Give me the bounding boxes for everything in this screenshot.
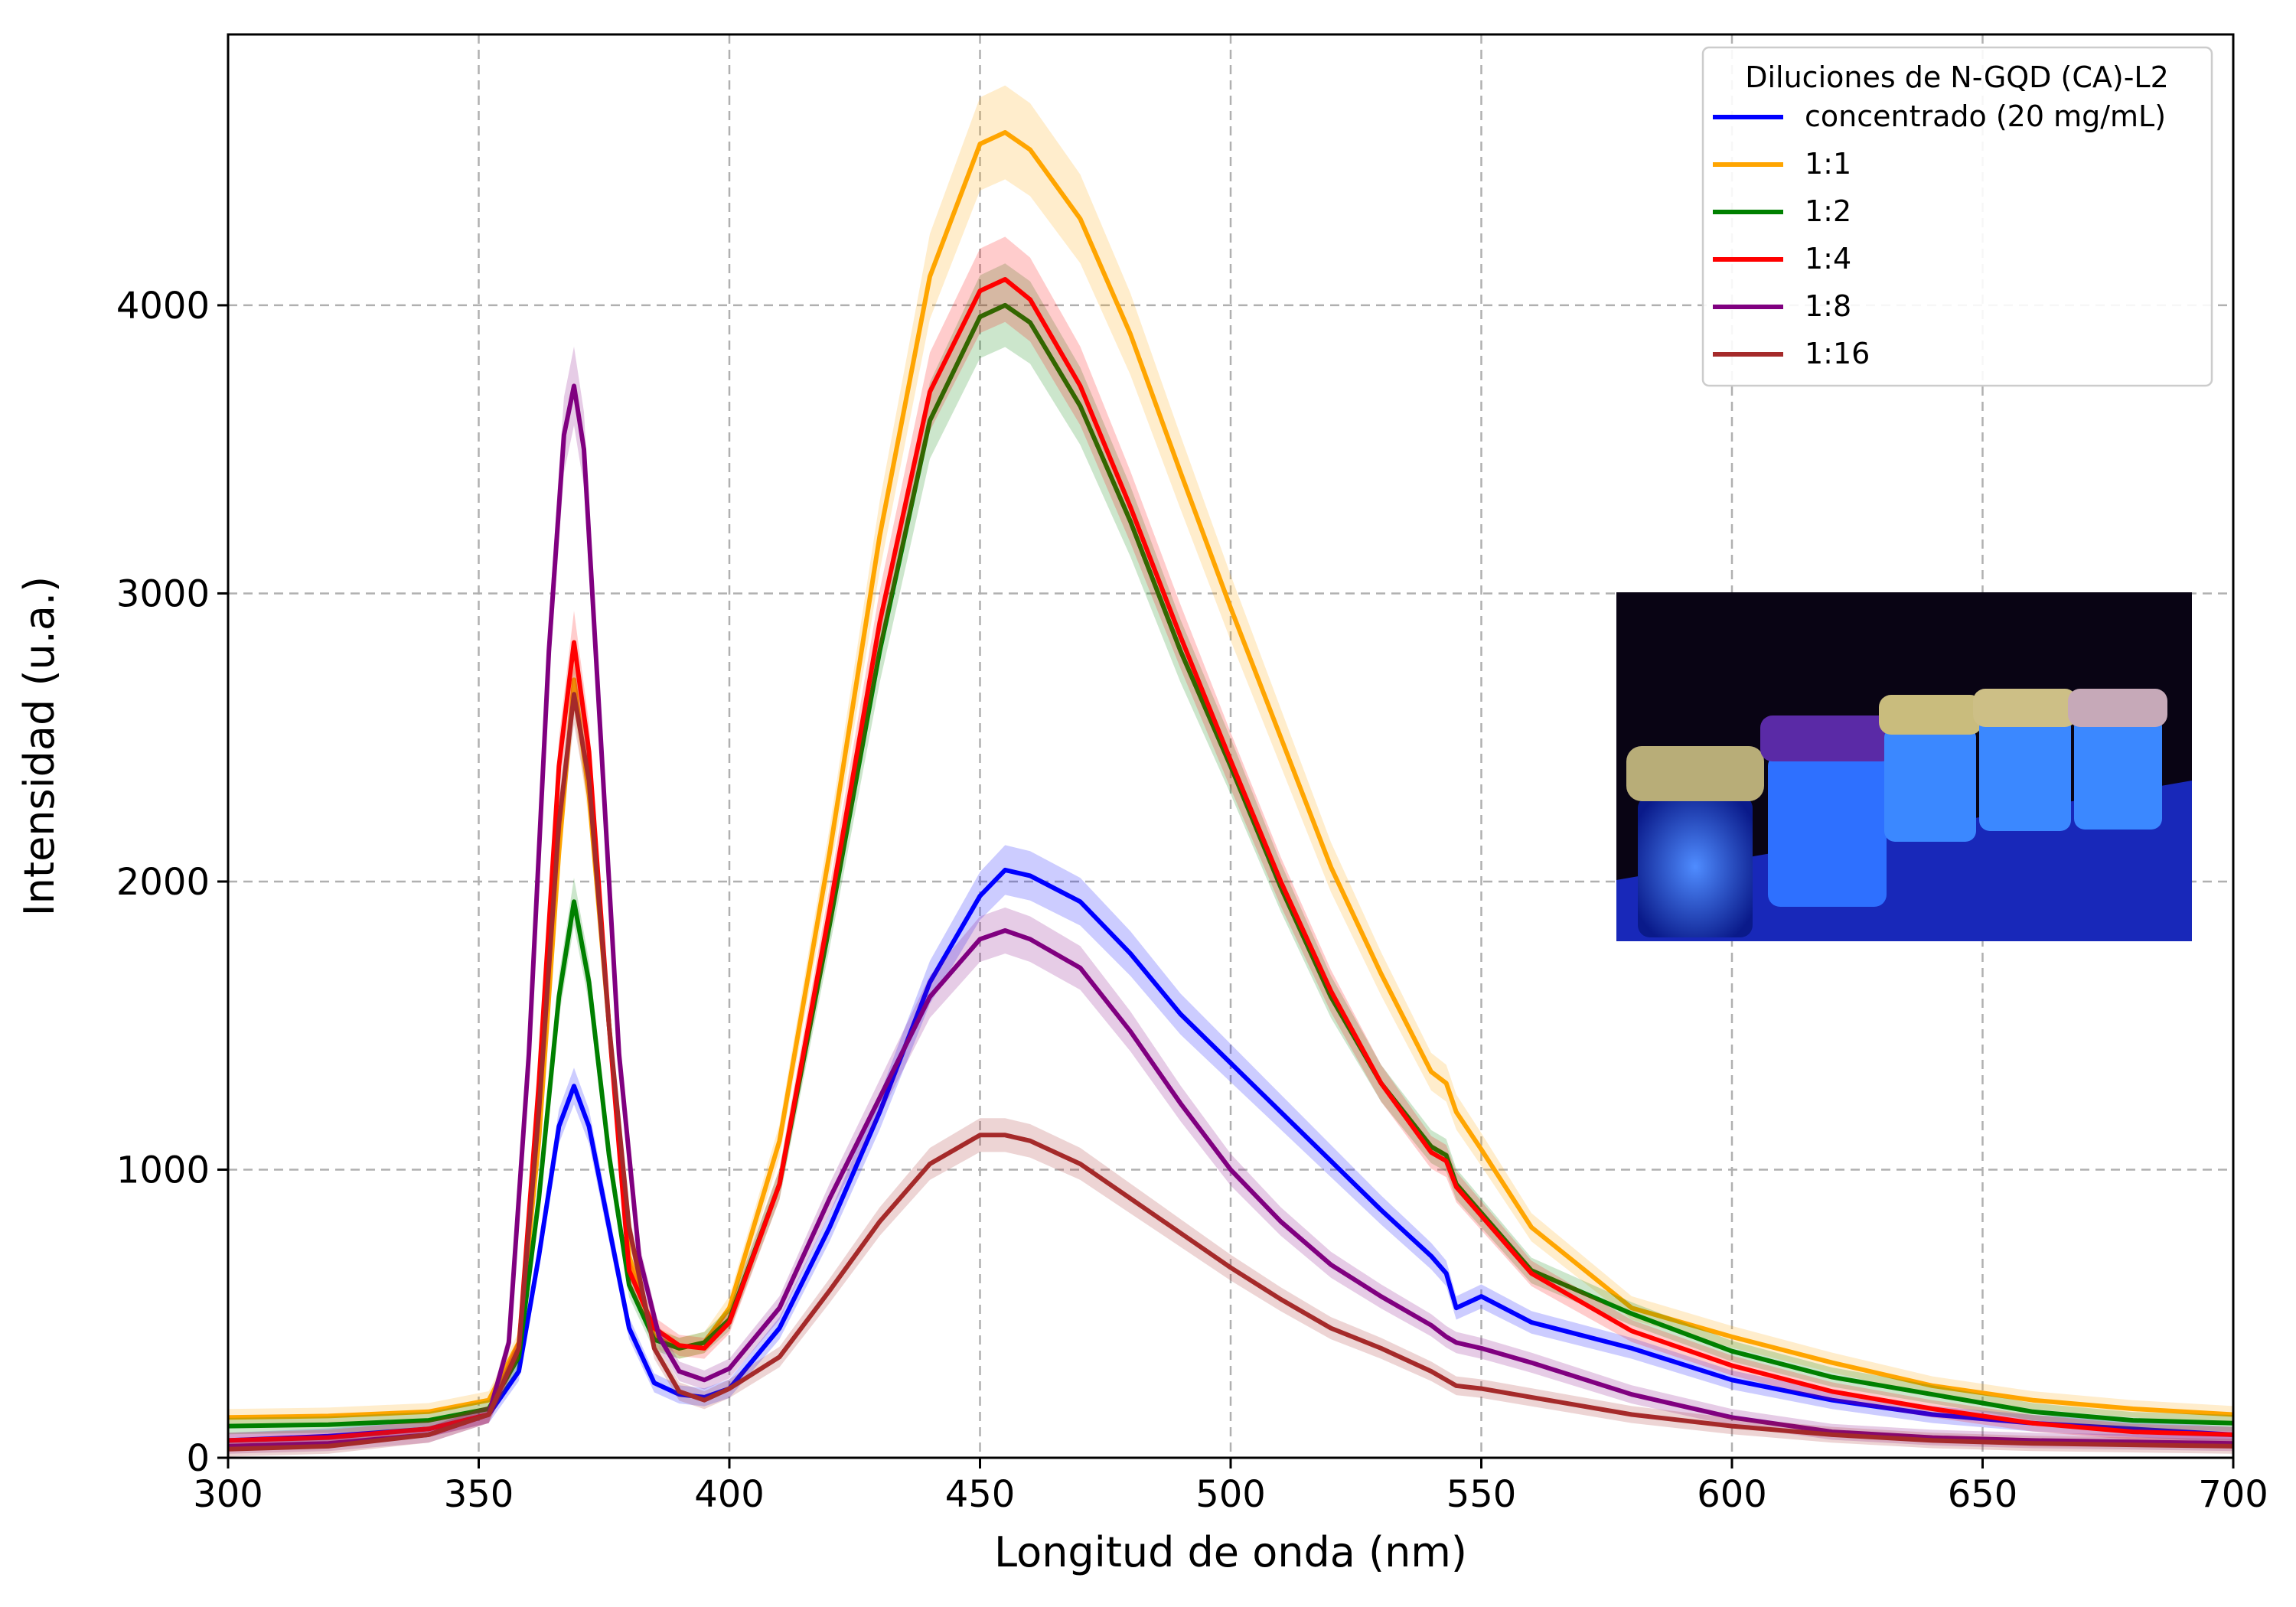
legend: Diluciones de N-GQD (CA)-L2 concentrado … — [1701, 46, 2213, 387]
y-axis-label: Intensidad (u.a.) — [15, 576, 64, 917]
legend-entry: 1:16 — [1805, 337, 1870, 370]
y-tick-label: 3000 — [116, 572, 210, 615]
series-line — [227, 302, 2234, 1429]
x-tick-label: 700 — [2198, 1473, 2268, 1516]
legend-items: concentrado (20 mg/mL) 1:1 1:2 1:4 1:8 1:16 — [1713, 99, 2166, 370]
legend-entry: concentrado (20 mg/mL) — [1805, 99, 2166, 133]
series-layer — [227, 85, 2234, 1457]
vial-2 — [1760, 715, 1894, 907]
series-2 — [227, 263, 2234, 1435]
y-tick-label: 1000 — [116, 1149, 210, 1191]
legend-box — [1701, 46, 2213, 387]
x-tick-label: 600 — [1697, 1473, 1767, 1516]
series-4 — [227, 346, 2234, 1454]
series-line — [227, 867, 2234, 1443]
legend-entry: 1:8 — [1805, 289, 1851, 323]
series-0 — [227, 845, 2234, 1449]
plot-frame — [227, 33, 2235, 1459]
series-line — [227, 692, 2234, 1452]
vial-3 — [1879, 695, 1982, 842]
y-tick-label: 4000 — [116, 285, 210, 328]
series-5 — [227, 663, 2234, 1457]
vial-4 — [1973, 689, 2077, 831]
vial-5 — [2068, 689, 2167, 830]
legend-entry: 1:2 — [1805, 194, 1851, 228]
series-3 — [227, 236, 2234, 1449]
series-line — [227, 383, 2234, 1449]
vial-1 — [1626, 746, 1764, 937]
series-line — [227, 277, 2234, 1443]
y-tick-label: 0 — [186, 1437, 210, 1480]
x-tick-label: 300 — [193, 1473, 263, 1516]
x-axis-label: Longitud de onda (nm) — [994, 1528, 1467, 1576]
axis-ticks: 300 350 400 450 500 550 600 650 700 0 1000 2000 3000… — [116, 285, 2268, 1516]
x-tick-label: 650 — [1948, 1473, 2018, 1516]
x-tick-label: 350 — [444, 1473, 514, 1516]
x-tick-label: 400 — [694, 1473, 765, 1516]
legend-title: Diluciones de N-GQD (CA)-L2 — [1745, 60, 2169, 94]
legend-entry: 1:1 — [1805, 147, 1851, 181]
y-tick-label: 2000 — [116, 861, 210, 904]
legend-entry: 1:4 — [1805, 242, 1851, 275]
x-tick-label: 450 — [945, 1473, 1016, 1516]
inset-photo — [1616, 592, 2192, 941]
x-tick-label: 550 — [1446, 1473, 1517, 1516]
x-tick-label: 500 — [1195, 1473, 1266, 1516]
